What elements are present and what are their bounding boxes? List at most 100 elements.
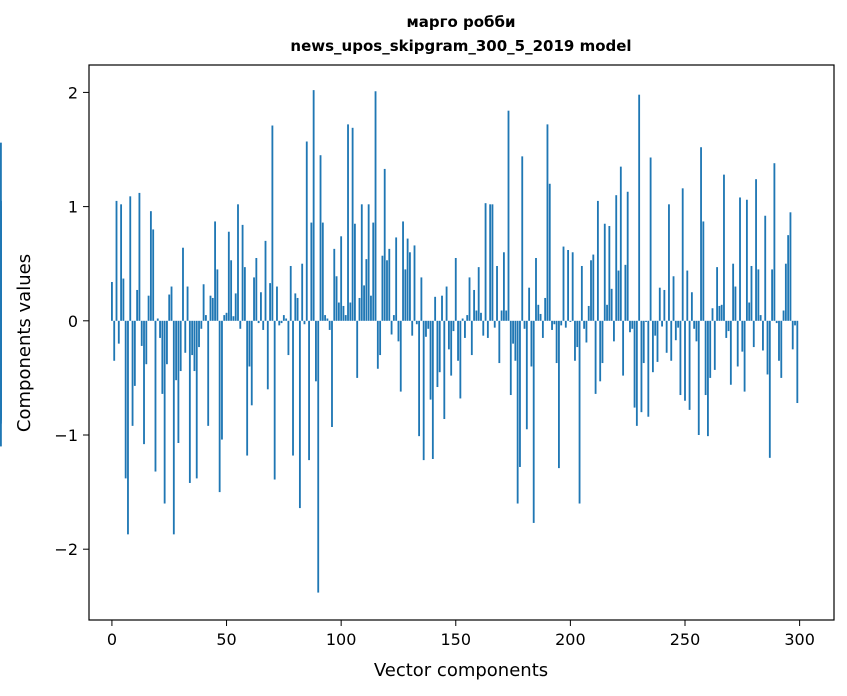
bar: [610, 288, 613, 321]
y-tick-label: 1: [68, 198, 78, 217]
bar: [294, 293, 297, 321]
bar: [225, 312, 228, 321]
bar: [386, 260, 388, 321]
bar: [587, 305, 590, 321]
bar: [131, 320, 134, 426]
bar: [649, 157, 652, 321]
bar: [484, 203, 487, 321]
bar: [784, 263, 787, 321]
bar: [276, 286, 278, 321]
bar: [406, 238, 409, 321]
bar: [278, 320, 281, 326]
bar: [161, 320, 164, 394]
bar: [548, 183, 551, 321]
bar: [198, 320, 200, 348]
bar: [204, 315, 207, 321]
bar: [755, 179, 757, 321]
bar: [507, 110, 510, 321]
bar: [684, 320, 686, 401]
bar: [789, 212, 792, 321]
bar: [289, 265, 292, 321]
bar: [580, 265, 583, 321]
bar: [328, 320, 331, 330]
bar: [218, 320, 221, 493]
bar: [791, 320, 794, 350]
bar: [502, 252, 505, 321]
x-tick-label: 250: [670, 630, 701, 649]
bar: [498, 320, 501, 364]
bar: [569, 320, 572, 322]
x-tick-label: 0: [107, 630, 117, 649]
bar: [333, 248, 336, 321]
bar: [420, 277, 423, 321]
bar: [677, 320, 680, 328]
bar: [640, 320, 643, 413]
bar: [771, 269, 774, 321]
bar: [599, 320, 602, 382]
bar: [271, 125, 274, 321]
bar: [353, 223, 356, 321]
bar: [723, 174, 725, 321]
bar: [560, 320, 563, 326]
bar: [752, 320, 755, 348]
bar: [759, 315, 762, 321]
bar: [590, 260, 592, 321]
bar: [583, 320, 586, 329]
bar: [704, 320, 707, 396]
bar: [454, 257, 457, 321]
bar: [347, 124, 349, 321]
bar: [280, 320, 283, 324]
bar: [122, 278, 125, 321]
bar: [695, 320, 698, 342]
bar: [321, 222, 324, 321]
plot-frame: [88, 64, 835, 621]
bar: [175, 320, 178, 381]
bar: [537, 304, 540, 321]
bar: [578, 320, 581, 504]
bar: [635, 320, 638, 426]
bar: [422, 320, 425, 461]
bar: [615, 195, 618, 321]
bar: [409, 252, 411, 321]
bar: [344, 315, 347, 321]
bars-group: [0, 90, 799, 593]
bar: [535, 257, 537, 321]
bar: [775, 320, 778, 324]
bar: [287, 320, 290, 356]
bar: [661, 320, 663, 327]
bar: [411, 320, 414, 336]
bar: [241, 224, 244, 321]
bar: [734, 286, 737, 321]
bar: [633, 320, 636, 408]
bar: [473, 289, 476, 321]
bar: [170, 286, 173, 321]
bar: [500, 310, 503, 321]
bar: [431, 320, 434, 459]
bar: [207, 320, 210, 426]
chart-title: марго робби: [407, 13, 516, 31]
bar: [404, 269, 407, 321]
bar: [631, 320, 634, 329]
bar: [292, 320, 294, 456]
bar: [269, 283, 272, 321]
bar: [464, 320, 466, 338]
bar: [654, 320, 657, 336]
x-tick-label: 50: [216, 630, 236, 649]
bar: [645, 320, 647, 322]
bar: [305, 141, 308, 321]
bar: [127, 320, 129, 535]
bar: [727, 320, 730, 332]
bar: [172, 320, 175, 535]
bar: [626, 191, 629, 321]
bar: [642, 320, 645, 364]
bar: [480, 312, 482, 321]
bar: [193, 320, 196, 372]
bar: [567, 250, 570, 321]
bar: [532, 320, 535, 523]
bar: [750, 265, 753, 321]
bar: [374, 91, 377, 321]
bar: [606, 304, 608, 321]
bar: [743, 320, 746, 392]
bar: [608, 226, 611, 321]
bar: [681, 188, 684, 321]
